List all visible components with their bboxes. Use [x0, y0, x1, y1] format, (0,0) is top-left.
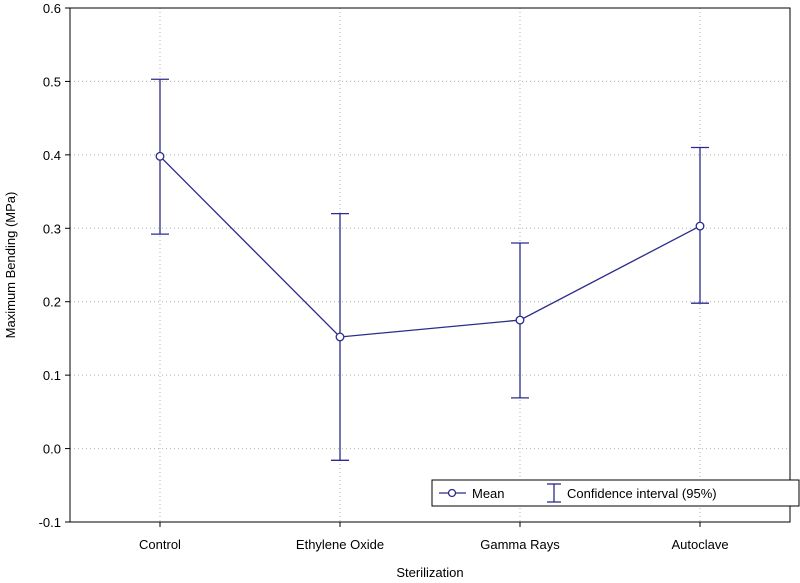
- y-tick-label: 0.2: [43, 295, 61, 310]
- y-tick-label: 0.0: [43, 442, 61, 457]
- x-tick-label: Gamma Rays: [480, 537, 560, 552]
- legend-mean-marker: [447, 488, 457, 498]
- mean-point: [695, 221, 705, 231]
- legend-entry-mean: Mean: [472, 486, 505, 501]
- x-axis-title: Sterilization: [396, 565, 463, 580]
- mean-point: [515, 315, 525, 325]
- x-axis-ticks: Control Ethylene Oxide Gamma Rays Autoclave: [139, 522, 729, 552]
- legend-ci-symbol: [547, 483, 561, 503]
- legend-entry-confidence-interval: Confidence interval (95%): [567, 486, 717, 501]
- x-tick-label: Control: [139, 537, 181, 552]
- series-mean: [151, 78, 709, 461]
- mean-point: [155, 151, 165, 161]
- y-axis-title: Maximum Bending (MPa): [3, 192, 18, 339]
- y-tick-label: 0.6: [43, 1, 61, 16]
- x-tick-label: Autoclave: [671, 537, 728, 552]
- y-tick-label: 0.1: [43, 368, 61, 383]
- grid-lines: [70, 8, 790, 522]
- y-tick-label: 0.5: [43, 74, 61, 89]
- plot-area-frame: [69, 7, 791, 523]
- legend-box: [431, 479, 800, 507]
- y-axis-ticks: -0.1 0.0 0.1 0.2 0.3 0.4 0.5 0.6: [39, 1, 70, 530]
- y-tick-label: 0.4: [43, 148, 61, 163]
- x-tick-label: Ethylene Oxide: [296, 537, 384, 552]
- mean-point: [335, 332, 345, 342]
- y-tick-label: 0.3: [43, 221, 61, 236]
- series-line: [159, 155, 701, 338]
- y-tick-label: -0.1: [39, 515, 61, 530]
- legend: Mean Confidence interval (95%): [431, 479, 800, 507]
